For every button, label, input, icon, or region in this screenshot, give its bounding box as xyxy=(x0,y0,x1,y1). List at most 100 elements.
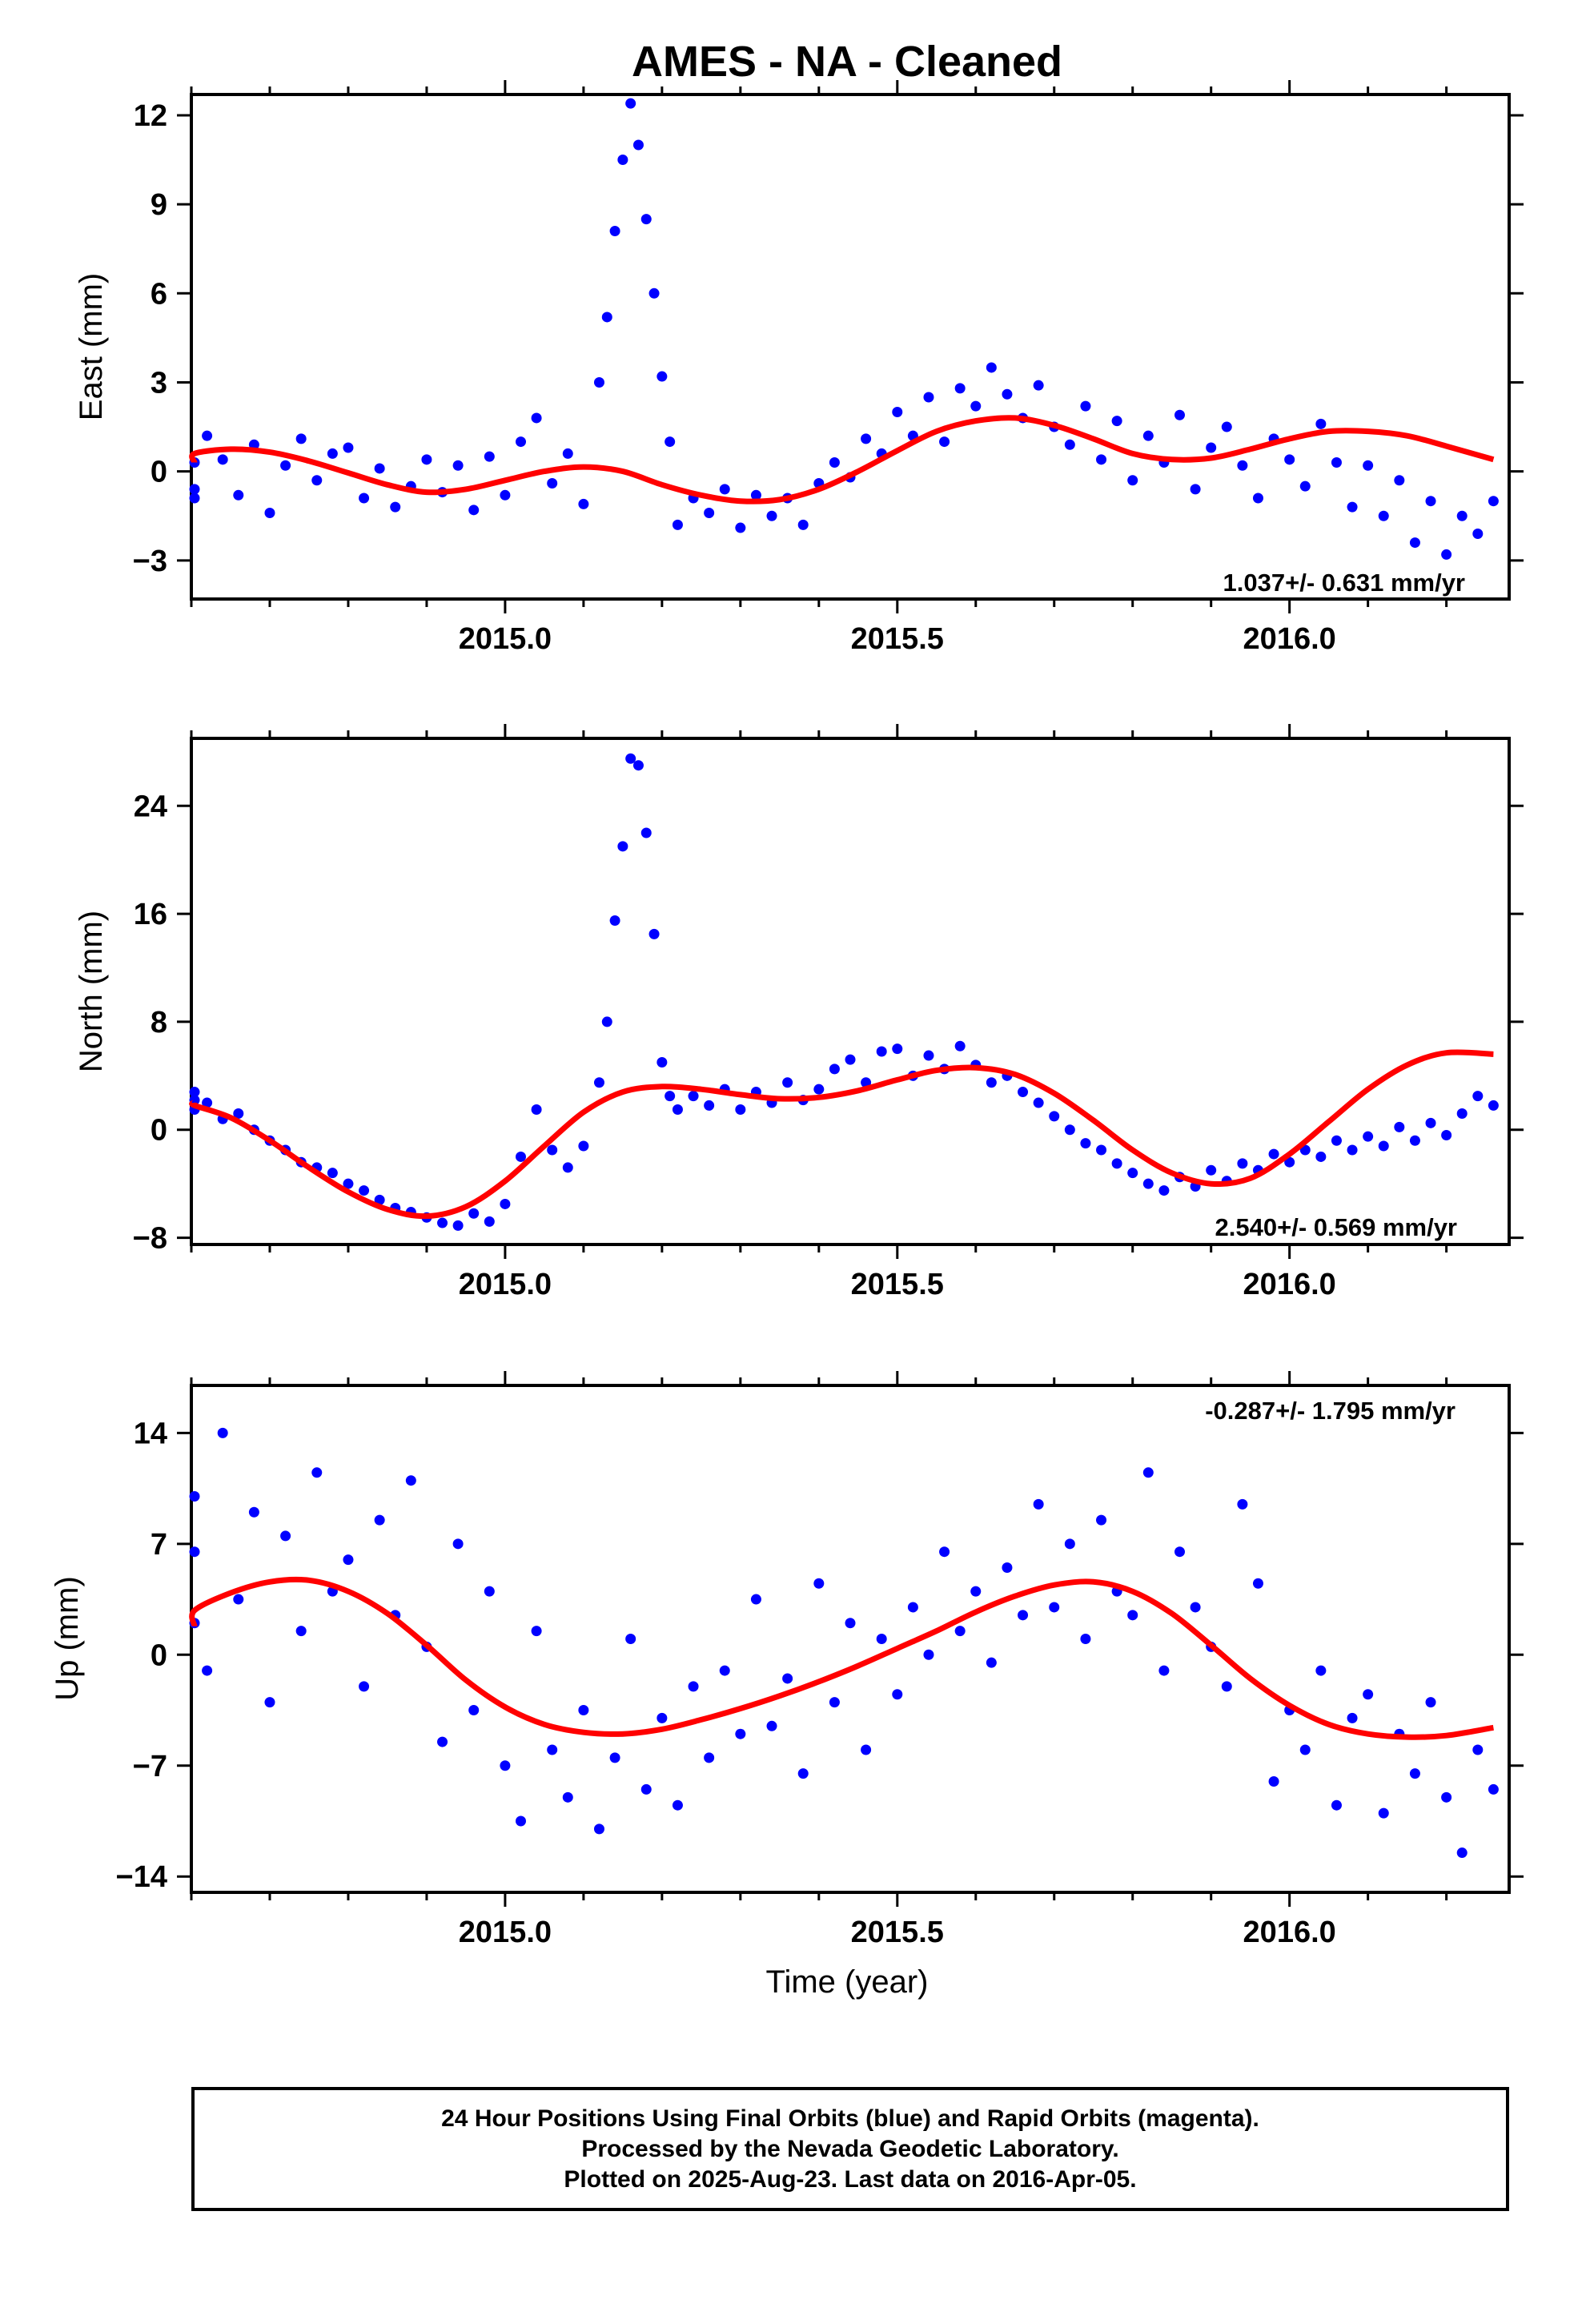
data-point xyxy=(1237,1498,1248,1510)
data-point xyxy=(189,1546,200,1558)
data-point xyxy=(1409,1768,1420,1779)
data-point xyxy=(468,1208,480,1219)
data-point xyxy=(1018,1087,1029,1098)
x-tick-labels: 2015.0 2015.5 2016.0 xyxy=(459,1916,1336,1949)
footer-line: 24 Hour Positions Using Final Orbits (bl… xyxy=(441,2105,1259,2132)
data-point xyxy=(1488,1783,1499,1795)
data-point xyxy=(782,1673,793,1684)
y-tick-label: 24 xyxy=(134,790,167,823)
data-point xyxy=(970,1586,982,1597)
data-point xyxy=(1237,460,1248,471)
data-point xyxy=(1315,418,1327,429)
data-point xyxy=(1488,1100,1499,1111)
data-point xyxy=(797,1768,809,1779)
panel-up: 2015.0 2015.5 2016.0 −14 −7 0 7 14 Up (mm) -0.… xyxy=(50,1371,1524,1949)
axis-ticks xyxy=(177,1371,1524,1907)
data-point xyxy=(954,1040,966,1051)
data-point xyxy=(547,1144,558,1156)
data-point xyxy=(632,760,644,771)
data-point xyxy=(1080,1138,1091,1149)
data-point xyxy=(311,1467,323,1478)
data-point xyxy=(1127,475,1138,486)
data-point xyxy=(1033,1498,1044,1510)
data-point xyxy=(189,1095,200,1106)
data-point xyxy=(750,489,761,501)
data-point xyxy=(656,1712,668,1723)
data-point xyxy=(1033,1097,1044,1108)
data-point xyxy=(1127,1168,1138,1179)
x-tick-labels: 2015.0 2015.5 2016.0 xyxy=(459,622,1336,656)
data-point xyxy=(1221,1681,1232,1692)
data-point xyxy=(735,1104,746,1115)
data-point xyxy=(484,451,495,462)
data-point xyxy=(233,1108,244,1120)
data-point xyxy=(1409,537,1420,549)
data-point xyxy=(688,1091,699,1102)
data-point xyxy=(672,1799,683,1811)
data-point xyxy=(1299,1744,1311,1755)
data-point xyxy=(202,1097,213,1108)
data-point xyxy=(452,1538,464,1550)
data-point xyxy=(1002,388,1013,400)
data-point xyxy=(1174,409,1185,420)
x-axis-label: Time (year) xyxy=(766,1964,929,2000)
data-point xyxy=(343,1554,354,1566)
data-point xyxy=(1096,1514,1107,1526)
data-point xyxy=(672,519,683,530)
data-point xyxy=(437,1217,448,1228)
data-point xyxy=(892,1689,903,1700)
data-point xyxy=(829,457,840,468)
data-point xyxy=(374,463,385,474)
data-point xyxy=(1456,1848,1468,1859)
data-point xyxy=(1206,442,1217,453)
data-point xyxy=(601,1016,612,1027)
data-point xyxy=(1190,1602,1201,1613)
data-point xyxy=(311,475,323,486)
data-point xyxy=(468,1705,480,1716)
y-tick-label: −7 xyxy=(133,1750,167,1783)
data-point xyxy=(189,484,200,495)
data-point xyxy=(1363,1689,1374,1700)
data-point xyxy=(295,1626,307,1637)
data-point xyxy=(672,1104,683,1115)
data-point xyxy=(813,1084,825,1095)
data-point xyxy=(1221,421,1232,432)
data-point xyxy=(500,489,511,501)
data-point xyxy=(625,98,636,109)
data-point xyxy=(1080,1634,1091,1644)
data-point xyxy=(189,1490,200,1502)
y-axis-label: East (mm) xyxy=(74,273,109,420)
data-point xyxy=(617,841,628,852)
panel-frame xyxy=(190,1384,1511,1894)
data-point xyxy=(648,287,660,299)
data-point xyxy=(1488,496,1499,507)
data-point xyxy=(295,433,307,444)
data-point xyxy=(578,1140,589,1152)
data-point xyxy=(1158,1185,1170,1196)
data-point xyxy=(1441,1791,1452,1803)
panel-frame xyxy=(190,737,1511,1246)
data-point xyxy=(923,1050,934,1061)
data-point xyxy=(1064,1538,1075,1550)
data-point xyxy=(665,436,676,448)
data-point xyxy=(405,1475,416,1486)
data-point xyxy=(1049,1602,1060,1613)
data-point xyxy=(892,407,903,418)
data-point xyxy=(829,1697,840,1708)
data-point xyxy=(1190,484,1201,495)
data-point xyxy=(1174,1546,1185,1558)
data-point xyxy=(1394,475,1405,486)
data-point xyxy=(954,383,966,394)
data-point xyxy=(280,460,291,471)
data-point xyxy=(845,1054,856,1065)
data-point xyxy=(1206,1164,1217,1176)
data-point xyxy=(1142,1178,1154,1189)
data-point xyxy=(578,498,589,509)
data-points xyxy=(189,753,1499,1231)
model-curve xyxy=(189,415,1495,505)
axis-ticks xyxy=(177,80,1524,613)
footer-box: 24 Hour Positions Using Final Orbits (bl… xyxy=(191,2087,1509,2211)
data-point xyxy=(593,1077,604,1088)
data-point xyxy=(531,1626,542,1637)
